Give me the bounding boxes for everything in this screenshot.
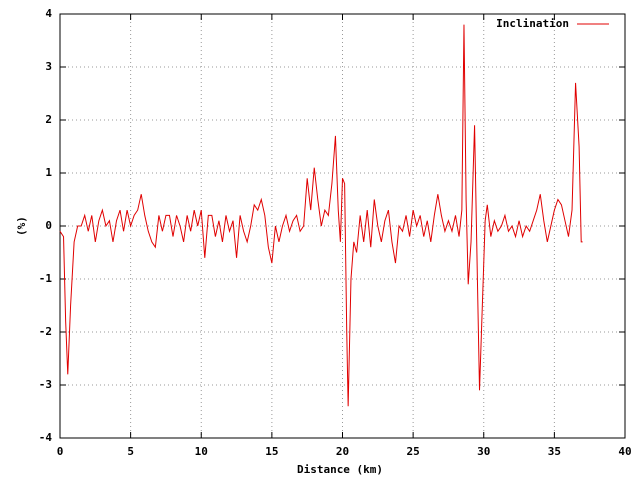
x-tick-label: 35 bbox=[548, 445, 561, 458]
x-tick-label: 15 bbox=[265, 445, 278, 458]
y-tick-label: 3 bbox=[45, 60, 52, 73]
y-tick-label: -4 bbox=[39, 431, 53, 444]
y-axis-label: (%) bbox=[15, 216, 28, 236]
y-tick-label: 2 bbox=[45, 113, 52, 126]
legend-label: Inclination bbox=[496, 17, 569, 30]
y-tick-label: 4 bbox=[45, 7, 52, 20]
y-tick-label: -1 bbox=[39, 272, 53, 285]
x-axis-label: Distance (km) bbox=[297, 463, 383, 476]
y-tick-label: 0 bbox=[45, 219, 52, 232]
x-tick-label: 30 bbox=[477, 445, 490, 458]
x-tick-label: 10 bbox=[195, 445, 208, 458]
x-tick-label: 25 bbox=[407, 445, 420, 458]
x-tick-label: 20 bbox=[336, 445, 349, 458]
plot-frame bbox=[59, 13, 626, 439]
x-tick-label: 0 bbox=[57, 445, 64, 458]
x-tick-label: 5 bbox=[127, 445, 134, 458]
x-tick-label: 40 bbox=[618, 445, 631, 458]
y-tick-label: -3 bbox=[39, 378, 52, 391]
y-tick-label: -2 bbox=[39, 325, 52, 338]
y-tick-label: 1 bbox=[45, 166, 52, 179]
data-line bbox=[59, 24, 583, 407]
